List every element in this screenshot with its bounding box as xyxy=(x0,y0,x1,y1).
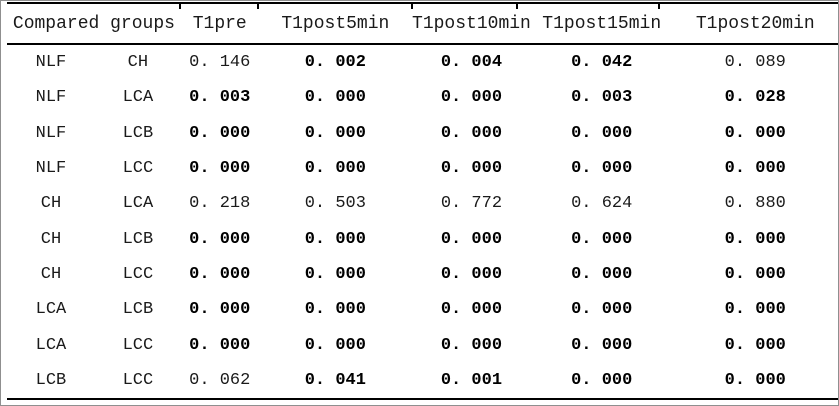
table-row: CH LCC 0. 000 0. 000 0. 000 0. 000 0. 000 xyxy=(7,257,838,292)
pvalue-cell: 0. 000 xyxy=(571,264,633,284)
pvalue-cell: 0. 000 xyxy=(189,300,251,320)
pvalue-cell: 0. 624 xyxy=(571,194,633,214)
pvalue-cell: 0. 146 xyxy=(189,53,251,73)
pvalue-cell: 0. 000 xyxy=(724,229,786,249)
pvalue-cell: 0. 000 xyxy=(440,300,503,320)
pvalue-cell: 0. 000 xyxy=(440,264,503,284)
header-compared-groups: Compared groups xyxy=(7,3,181,45)
pvalue-cell: 0. 000 xyxy=(724,300,786,320)
pvalue-cell: 0. 000 xyxy=(724,123,786,143)
pvalue-cell: 0. 000 xyxy=(724,335,786,355)
header-t1post15min: T1post15min xyxy=(530,3,673,45)
header-t1post5min: T1post5min xyxy=(258,3,413,45)
pvalue-cell: 0. 000 xyxy=(571,300,633,320)
pvalue-cell: 0. 000 xyxy=(440,229,503,249)
table-row: NLF LCA 0. 003 0. 000 0. 000 0. 003 0. 028 xyxy=(7,80,838,115)
table-row: LCB LCC 0. 062 0. 041 0. 001 0. 000 0. 000 xyxy=(7,363,838,399)
group-cell: LCB xyxy=(122,300,154,320)
table-body: NLF CH 0. 146 0. 002 0. 004 0. 042 0. 089 NLF LC… xyxy=(7,44,838,399)
pvalue-cell: 0. 000 xyxy=(304,229,366,249)
pvalue-cell: 0. 000 xyxy=(571,123,633,143)
pvalue-cell: 0. 001 xyxy=(440,370,503,390)
header-t1post10min: T1post10min xyxy=(412,3,531,45)
pvalue-cell: 0. 000 xyxy=(724,370,786,390)
pvalue-comparison-table: Compared groups T1pre T1post5min T1post1… xyxy=(7,2,838,400)
pvalue-cell: 0. 041 xyxy=(304,370,366,390)
pvalue-cell: 0. 000 xyxy=(571,159,633,179)
pvalue-cell: 0. 000 xyxy=(571,370,633,390)
pvalue-cell: 0. 880 xyxy=(724,194,786,214)
group-cell: LCC xyxy=(122,335,154,355)
pvalue-cell: 0. 772 xyxy=(440,194,503,214)
pvalue-cell: 0. 000 xyxy=(304,88,366,108)
group-cell: LCC xyxy=(122,370,154,390)
table-row: LCA LCB 0. 000 0. 000 0. 000 0. 000 0. 000 xyxy=(7,292,838,327)
pvalue-cell: 0. 218 xyxy=(189,194,251,214)
pvalue-cell: 0. 000 xyxy=(440,88,503,108)
pvalue-cell: 0. 028 xyxy=(724,88,786,108)
table-row: NLF CH 0. 146 0. 002 0. 004 0. 042 0. 089 xyxy=(7,44,838,80)
group-cell: LCB xyxy=(35,370,67,390)
pvalue-cell: 0. 000 xyxy=(724,159,786,179)
group-cell: CH xyxy=(40,264,62,284)
pvalue-cell: 0. 000 xyxy=(724,264,786,284)
group-cell: NLF xyxy=(35,53,67,73)
header-row: Compared groups T1pre T1post5min T1post1… xyxy=(7,3,838,45)
group-cell: LCB xyxy=(122,123,154,143)
table-row: CH LCA 0. 218 0. 503 0. 772 0. 624 0. 880 xyxy=(7,186,838,221)
pvalue-cell: 0. 000 xyxy=(189,264,251,284)
pvalue-cell: 0. 003 xyxy=(189,88,251,108)
group-cell: LCB xyxy=(122,229,154,249)
pvalue-cell: 0. 000 xyxy=(189,123,251,143)
pvalue-cell: 0. 002 xyxy=(304,53,366,73)
pvalue-cell: 0. 000 xyxy=(189,159,251,179)
pvalue-cell: 0. 000 xyxy=(304,159,366,179)
header-t1pre: T1pre xyxy=(180,3,259,45)
pvalue-cell: 0. 000 xyxy=(571,229,633,249)
pvalue-cell: 0. 000 xyxy=(440,335,503,355)
group-cell: CH xyxy=(40,229,62,249)
group-cell: CH xyxy=(127,53,149,73)
group-cell: LCC xyxy=(122,264,154,284)
header-t1post20min: T1post20min xyxy=(672,3,838,45)
group-cell: LCA xyxy=(35,300,67,320)
table-row: NLF LCB 0. 000 0. 000 0. 000 0. 000 0. 000 xyxy=(7,116,838,151)
pvalue-cell: 0. 000 xyxy=(571,335,633,355)
pvalue-cell: 0. 000 xyxy=(440,159,503,179)
group-cell: LCA xyxy=(35,335,67,355)
pvalue-cell: 0. 000 xyxy=(189,229,251,249)
pvalue-cell: 0. 000 xyxy=(304,264,366,284)
pvalue-cell: 0. 000 xyxy=(440,123,503,143)
table-row: LCA LCC 0. 000 0. 000 0. 000 0. 000 0. 000 xyxy=(7,327,838,362)
table-row: NLF LCC 0. 000 0. 000 0. 000 0. 000 0. 000 xyxy=(7,151,838,186)
pvalue-cell: 0. 062 xyxy=(189,370,251,390)
pvalue-cell: 0. 004 xyxy=(440,53,503,73)
pvalue-cell: 0. 000 xyxy=(189,335,251,355)
group-cell: NLF xyxy=(35,88,67,108)
table-row: CH LCB 0. 000 0. 000 0. 000 0. 000 0. 000 xyxy=(7,221,838,256)
group-cell: LCA xyxy=(122,88,154,108)
pvalue-cell: 0. 089 xyxy=(724,53,786,73)
group-cell: LCC xyxy=(122,159,154,179)
pvalue-cell: 0. 042 xyxy=(571,53,633,73)
pvalue-cell: 0. 000 xyxy=(304,335,366,355)
pvalue-cell: 0. 003 xyxy=(571,88,633,108)
pvalue-cell: 0. 503 xyxy=(304,194,366,214)
pvalue-cell: 0. 000 xyxy=(304,300,366,320)
pvalue-cell: 0. 000 xyxy=(304,123,366,143)
group-cell: CH xyxy=(40,194,62,214)
group-cell: NLF xyxy=(35,123,67,143)
group-cell: LCA xyxy=(122,194,154,214)
group-cell: NLF xyxy=(35,159,67,179)
